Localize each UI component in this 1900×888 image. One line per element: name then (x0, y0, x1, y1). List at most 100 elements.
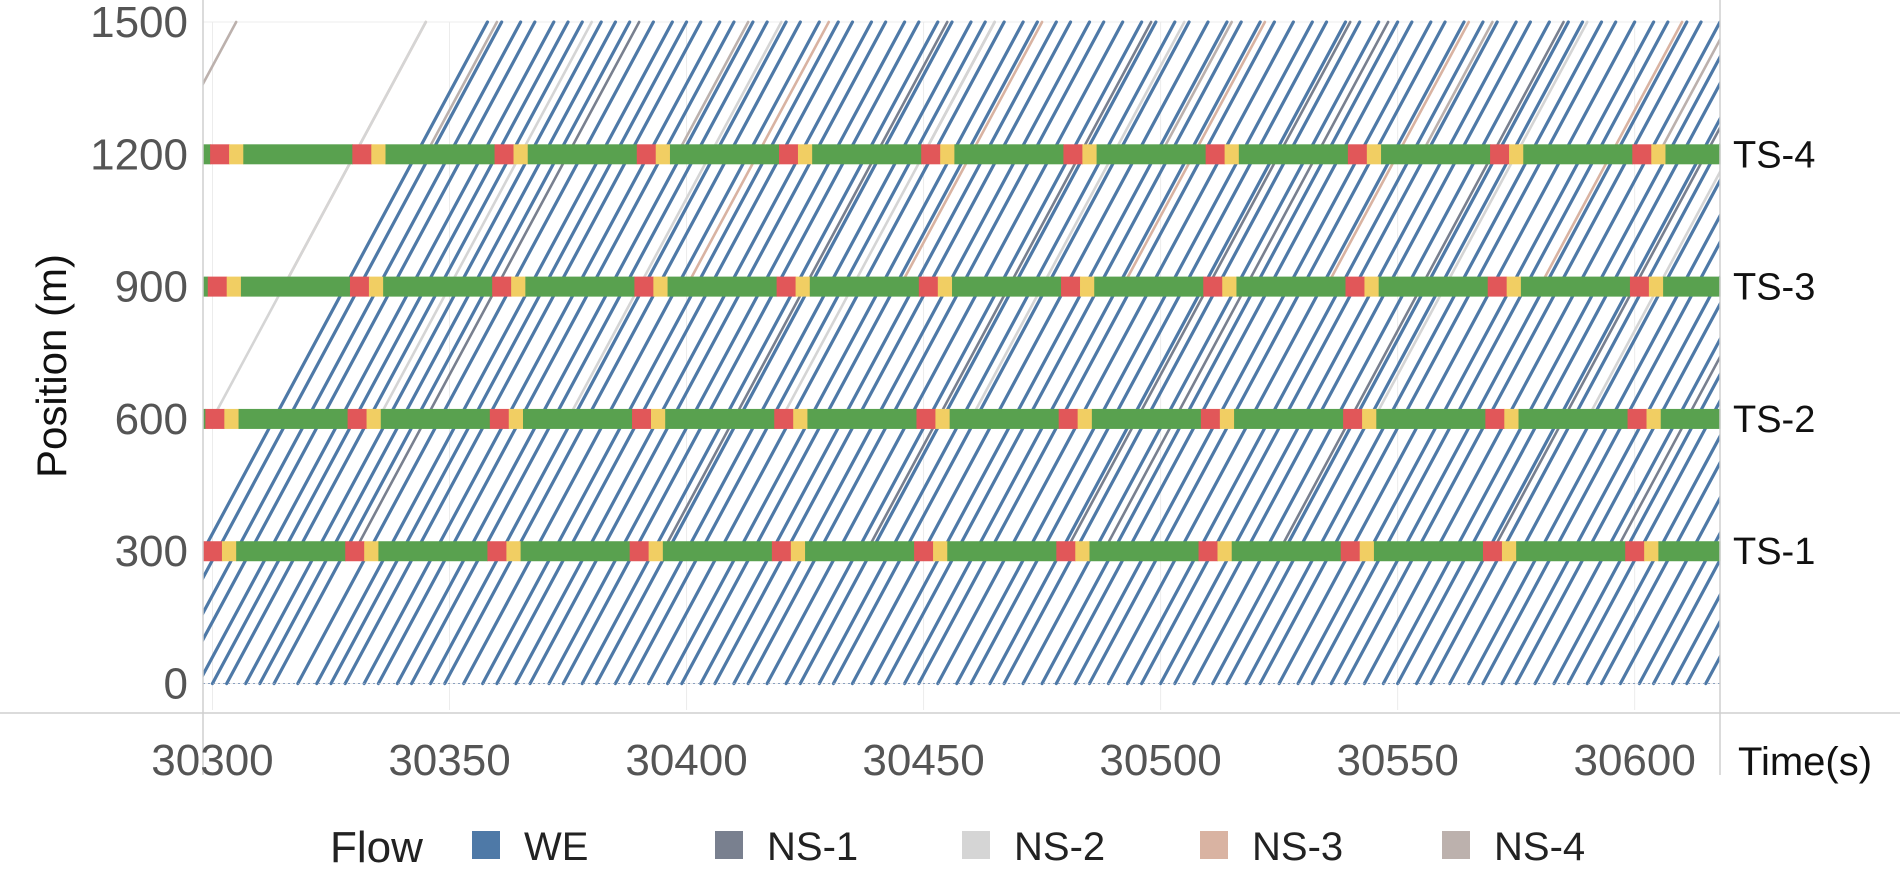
signal-phase-red (489, 408, 510, 429)
trajectory-we (850, 20, 1210, 686)
signal-phase-green (203, 144, 211, 165)
signal-phase-green (1376, 408, 1486, 429)
x-tick-label: 30550 (1336, 736, 1458, 785)
signal-phase-yellow (1219, 408, 1235, 429)
signal-phase-yellow (1362, 408, 1377, 429)
trajectory-we (1637, 530, 1720, 686)
trajectory-we (713, 20, 1073, 686)
signal-phase-green (667, 276, 778, 297)
legend-swatch-we (472, 831, 500, 859)
trajectory-we (746, 20, 1106, 686)
signal-phase-yellow (224, 408, 240, 429)
trajectory-we (1652, 556, 1720, 686)
trajectory-we (395, 20, 755, 686)
signal-phase-red (345, 541, 365, 562)
trajectory-we (343, 20, 703, 686)
signal-phase-red (1627, 408, 1648, 429)
trajectory-we (315, 20, 674, 686)
legend-label-ns-3: NS-3 (1252, 825, 1343, 869)
trajectory-we (1343, 20, 1703, 686)
signal-phase-green (952, 276, 1062, 297)
y-tick-label: 600 (115, 395, 188, 444)
signal-phase-green (1658, 541, 1721, 562)
trajectory-ns-2 (566, 20, 783, 421)
trajectory-we (955, 20, 1314, 686)
trajectory-we (917, 20, 1276, 686)
signal-phase-yellow (937, 276, 953, 297)
signal-phase-green (1091, 408, 1202, 429)
trajectory-we (1087, 20, 1447, 686)
signal-phase-green (238, 408, 349, 429)
y-tick-label: 300 (115, 527, 188, 576)
trajectory-we (1448, 177, 1720, 686)
signal-phase-red (492, 276, 512, 297)
trajectory-we (831, 20, 1191, 686)
trajectory-we (528, 20, 888, 686)
trajectory-we (1500, 274, 1720, 686)
signal-phase-red (918, 276, 939, 297)
signal-phase-yellow (648, 541, 664, 562)
signal-phase-green (1378, 276, 1489, 297)
trajectory-we (1192, 20, 1551, 686)
trajectory-ns-4 (1657, 36, 1720, 156)
signal-phase-red (1347, 144, 1368, 165)
signal-phase-red (1629, 276, 1650, 297)
signal-phase-green (522, 408, 633, 429)
signal-phase-yellow (1359, 541, 1375, 562)
trajectory-we (1106, 20, 1466, 686)
trajectory-we (869, 20, 1229, 686)
signal-label: TS-3 (1733, 267, 1815, 309)
trajectory-we (580, 20, 940, 686)
trajectory-we (462, 20, 821, 686)
trajectory-we (1396, 80, 1720, 686)
signal-phase-yellow (1217, 541, 1233, 562)
signal-phase-green (809, 276, 920, 297)
signal-phase-yellow (790, 541, 806, 562)
x-tick-label: 30400 (625, 736, 747, 785)
x-axis-title: Time(s) (1738, 740, 1872, 784)
signal-phase-red (210, 144, 230, 165)
trajectory-ns-4 (675, 20, 750, 156)
trajectory-we (1599, 459, 1720, 686)
legend-swatch-ns-1 (715, 831, 743, 859)
signal-phase-green (1089, 541, 1200, 562)
signal-phase-yellow (1644, 541, 1659, 562)
trajectory-ns-4 (1159, 20, 1234, 156)
trajectory-we (225, 20, 584, 686)
signal-phase-red (629, 541, 650, 562)
signal-phase-yellow (795, 276, 811, 297)
signal-phase-yellow (1366, 144, 1382, 165)
trajectory-we (594, 20, 954, 686)
trajectory-we (1381, 53, 1720, 686)
y-tick-label: 900 (115, 263, 188, 312)
trajectory-ns-4 (1420, 20, 1494, 156)
trajectory-we (362, 20, 722, 686)
signal-phase-red (1487, 276, 1508, 297)
signal-phase-green (805, 541, 915, 562)
trajectory-we (1040, 20, 1400, 686)
signal-phase-yellow (371, 144, 387, 165)
signal-phase-green (240, 276, 351, 297)
signal-phase-green (1665, 144, 1721, 165)
signal-phase-yellow (653, 276, 669, 297)
trajectory-we (1552, 371, 1720, 686)
signal-phase-red (1490, 144, 1510, 165)
trajectory-we (665, 20, 1025, 686)
signal-phase-yellow (511, 276, 526, 297)
signal-phase-green (807, 408, 918, 429)
trajectory-we (1140, 20, 1499, 686)
legend-title: Flow (330, 823, 423, 872)
signal-phase-green (1096, 144, 1207, 165)
signal-phase-yellow (1080, 276, 1095, 297)
trajectory-we (884, 20, 1243, 686)
legend-swatch-ns-4 (1442, 831, 1470, 859)
x-tick-label: 30450 (862, 736, 984, 785)
signal-phase-yellow (508, 408, 524, 429)
signal-phase-red (632, 408, 652, 429)
signal-phase-red (1056, 541, 1076, 562)
signal-phase-yellow (933, 541, 948, 562)
x-tick-label: 30350 (388, 736, 510, 785)
trajectory-we (1277, 20, 1637, 686)
signal-phase-red (205, 408, 225, 429)
trajectory-we (1481, 239, 1720, 686)
